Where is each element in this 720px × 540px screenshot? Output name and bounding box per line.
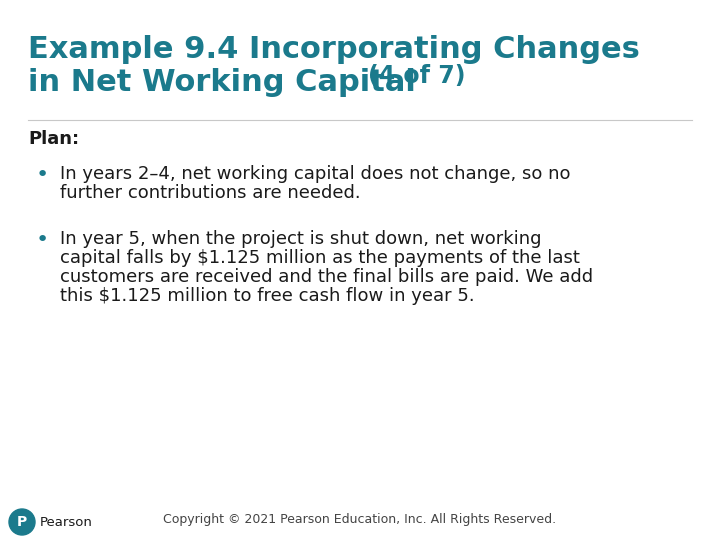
Text: further contributions are needed.: further contributions are needed. xyxy=(60,184,361,202)
Text: (4 of 7): (4 of 7) xyxy=(368,64,466,88)
Text: Copyright © 2021 Pearson Education, Inc. All Rights Reserved.: Copyright © 2021 Pearson Education, Inc.… xyxy=(163,513,557,526)
Text: •: • xyxy=(36,165,49,185)
Text: In years 2–4, net working capital does not change, so no: In years 2–4, net working capital does n… xyxy=(60,165,570,183)
Text: this $1.125 million to free cash flow in year 5.: this $1.125 million to free cash flow in… xyxy=(60,287,474,305)
Text: Plan:: Plan: xyxy=(28,130,79,148)
Circle shape xyxy=(9,509,35,535)
Text: P: P xyxy=(17,515,27,529)
Text: Example 9.4 Incorporating Changes: Example 9.4 Incorporating Changes xyxy=(28,35,640,64)
Text: customers are received and the final bills are paid. We add: customers are received and the final bil… xyxy=(60,268,593,286)
Text: •: • xyxy=(36,230,49,250)
Text: In year 5, when the project is shut down, net working: In year 5, when the project is shut down… xyxy=(60,230,541,248)
Text: in Net Working Capital: in Net Working Capital xyxy=(28,68,426,97)
Text: capital falls by $1.125 million as the payments of the last: capital falls by $1.125 million as the p… xyxy=(60,249,580,267)
Text: Pearson: Pearson xyxy=(40,516,93,529)
